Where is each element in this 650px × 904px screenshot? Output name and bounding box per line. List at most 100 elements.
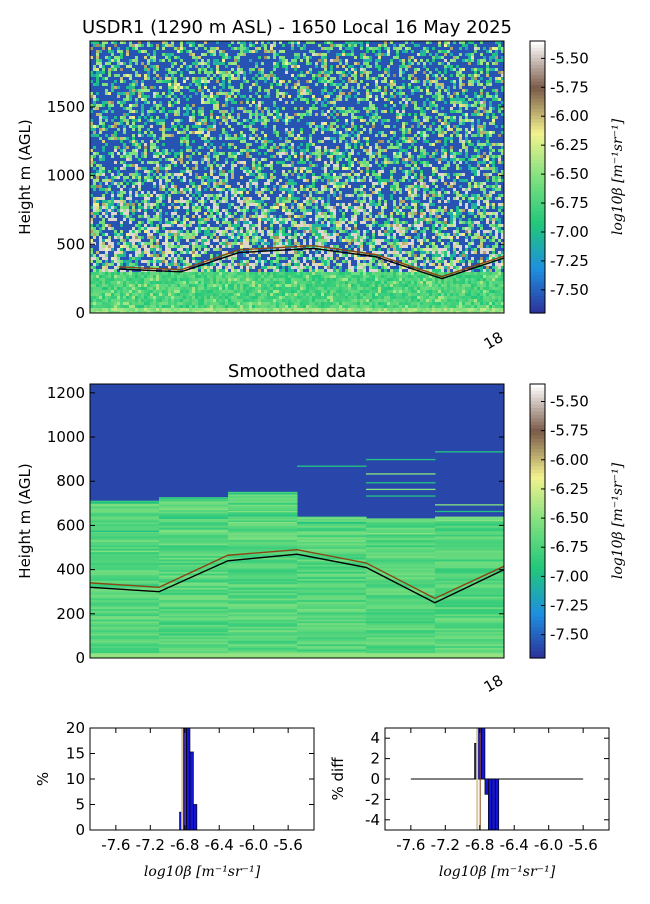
colorbar-segment — [530, 483, 545, 487]
ytick-label: 200 — [56, 605, 85, 623]
colorbar-tick-label: -6.50 — [550, 509, 589, 527]
xtick-label: -7.6 — [396, 836, 425, 854]
colorbar-tick-label: -7.00 — [550, 567, 589, 585]
ytick-label: 400 — [56, 561, 85, 579]
colorbar-segment — [530, 415, 545, 419]
xtick-label: -6.8 — [170, 836, 199, 854]
xtick-label: -6.4 — [500, 836, 529, 854]
colorbar-tick-label: -7.25 — [550, 252, 589, 270]
layer-band — [297, 466, 367, 467]
colorbar-segment — [530, 238, 545, 242]
colorbar-segment — [530, 453, 545, 457]
colorbar-segment — [530, 566, 545, 570]
panel-c-xlabel: log10β [m⁻¹sr⁻¹] — [144, 864, 261, 880]
panel-a-xtick: 18 — [481, 328, 507, 353]
colorbar-tick-label: -7.25 — [550, 597, 589, 615]
histogram-bar — [186, 728, 189, 830]
colorbar-segment — [530, 631, 545, 635]
colorbar-segment — [530, 449, 545, 453]
colorbar-segment — [530, 494, 545, 498]
colorbar-segment — [530, 579, 545, 583]
panel-d-ylabel: % diff — [329, 757, 347, 801]
colorbar-segment — [530, 562, 545, 566]
colorbar-segment — [530, 538, 545, 542]
colorbar-segment — [530, 624, 545, 628]
colorbar-segment — [530, 204, 545, 208]
ytick-label: 0 — [75, 304, 85, 322]
colorbar-tick-label: -6.00 — [550, 107, 589, 125]
colorbar-segment — [530, 504, 545, 508]
layer-band — [366, 489, 436, 490]
colorbar-segment — [530, 651, 545, 655]
xtick-label: -6.0 — [239, 836, 268, 854]
panel-a-ylabel: Height m (AGL) — [16, 119, 34, 234]
layer-band — [435, 520, 505, 521]
ytick-label: 500 — [56, 235, 85, 253]
colorbar-segment — [530, 163, 545, 167]
layer-band — [159, 498, 229, 499]
layer-band — [435, 451, 505, 452]
colorbar-tick-label: -5.75 — [550, 422, 589, 440]
ytick-label: 1200 — [47, 384, 85, 402]
colorbar-segment — [530, 586, 545, 590]
ytick-label: 10 — [66, 770, 85, 788]
colorbar-tick-label: -5.75 — [550, 78, 589, 96]
colorbar-segment — [530, 387, 545, 391]
colorbar-segment — [530, 613, 545, 617]
difference-histogram — [411, 728, 583, 830]
panel-b-ylabel: Height m (AGL) — [16, 463, 34, 578]
colorbar-segment — [530, 500, 545, 504]
layer-band — [90, 531, 160, 532]
colorbar-segment — [530, 648, 545, 652]
ytick-label: 5 — [75, 796, 85, 814]
colorbar-segment — [530, 641, 545, 645]
panel-c-ylabel: % — [34, 772, 52, 786]
layer-band — [228, 511, 298, 512]
heatmap-cell — [366, 518, 436, 520]
colorbar-segment — [530, 524, 545, 528]
colorbar-segment — [530, 146, 545, 150]
colorbar-segment — [530, 590, 545, 594]
layer-band — [435, 504, 505, 505]
layer-band — [366, 533, 436, 534]
panel-c-frame — [90, 728, 314, 830]
xtick-label: -6.8 — [465, 836, 494, 854]
layer-band — [228, 493, 298, 494]
colorbar-segment — [530, 248, 545, 252]
ytick-label: 600 — [56, 516, 85, 534]
colorbar-segment — [530, 497, 545, 501]
colorbar-tick-label: -6.25 — [550, 480, 589, 498]
colorbar-segment — [530, 507, 545, 511]
colorbar-segment — [530, 442, 545, 446]
colorbar-segment — [530, 221, 545, 225]
colorbar-tick-label: -7.00 — [550, 223, 589, 241]
colorbar-segment — [530, 620, 545, 624]
colorbar-segment — [530, 470, 545, 474]
colorbar-tick-label: -6.75 — [550, 194, 589, 212]
heatmap-cell — [435, 517, 505, 519]
colorbar-segment — [530, 153, 545, 157]
colorbar-segment — [530, 466, 545, 470]
ytick-label: 800 — [56, 472, 85, 490]
layer-band — [90, 504, 160, 505]
colorbar-segment — [530, 463, 545, 467]
colorbar-tick-label: -5.50 — [550, 49, 589, 67]
colorbar-segment — [530, 425, 545, 429]
colorbar-tick-label: -6.50 — [550, 165, 589, 183]
histogram-bar — [485, 779, 488, 794]
colorbar-segment — [530, 197, 545, 201]
xtick-label: -6.4 — [205, 836, 234, 854]
colorbar-segment — [530, 170, 545, 174]
colorbar-segment — [530, 548, 545, 552]
colorbar-segment — [530, 569, 545, 573]
colorbar-segment — [530, 600, 545, 604]
layer-band — [435, 511, 505, 512]
ytick-label: 4 — [370, 729, 380, 747]
layer-band — [297, 517, 367, 518]
layer-band — [90, 551, 160, 552]
xtick-label: -7.6 — [101, 836, 130, 854]
colorbar-segment — [530, 303, 545, 307]
colorbar-segment — [530, 528, 545, 532]
histogram-bar — [488, 779, 491, 830]
colorbar-b-label: log10β [m⁻¹sr⁻¹] — [610, 462, 626, 579]
